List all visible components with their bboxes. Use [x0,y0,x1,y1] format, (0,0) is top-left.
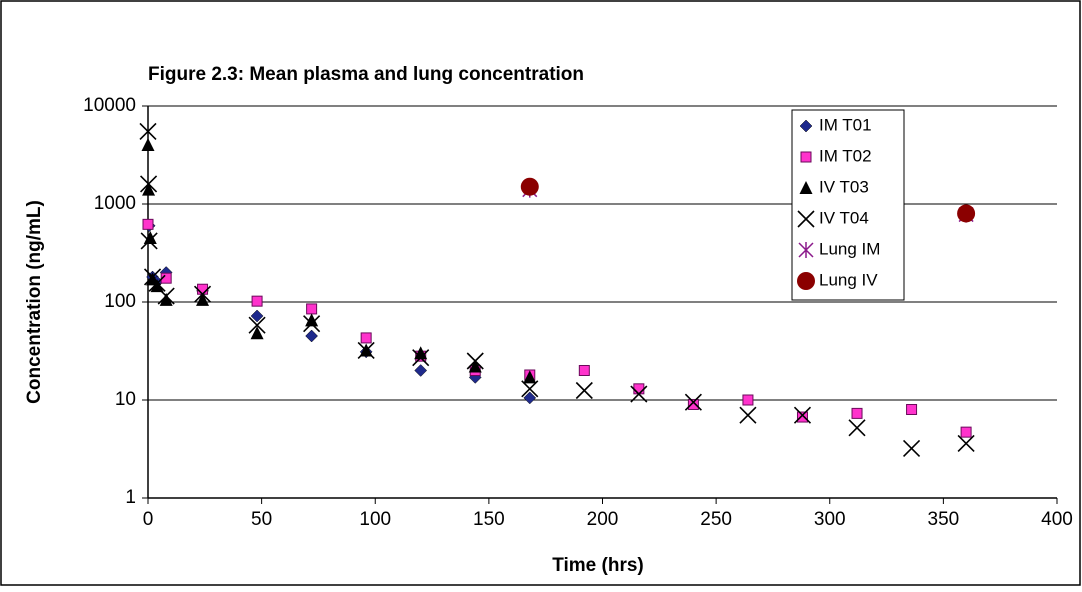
point [141,137,155,151]
y-tick-label: 10000 [83,95,136,116]
x-tick-label: 350 [928,509,960,530]
point [357,341,375,360]
x-tick-label: 150 [473,509,505,530]
legend-label: IV T03 [819,177,869,196]
series [520,177,976,223]
point [303,315,321,333]
point [848,419,866,437]
x-tick-label: 400 [1041,509,1073,530]
legend-marker [799,119,813,133]
y-tick-label: 1 [125,487,136,508]
x-tick-label: 250 [700,509,732,530]
point [148,274,166,292]
point [306,303,318,315]
point [523,391,537,405]
x-tick-label: 0 [143,509,154,530]
point [687,398,699,410]
point [193,285,212,303]
x-tick-label: 300 [814,509,846,530]
point [630,385,648,403]
point [466,352,484,370]
point [197,283,209,295]
y-axis-label: Concentration (ng/mL) [24,200,45,404]
x-tick-label: 100 [359,509,391,530]
point [150,279,164,293]
point [633,383,645,395]
point [139,122,157,141]
point [957,434,975,453]
point [142,218,154,230]
point [575,381,593,400]
point [360,332,372,344]
y-tick-label: 10 [115,389,136,410]
point [578,364,590,376]
legend-label: IM T02 [819,146,872,165]
point [796,411,808,423]
x-axis-label: Time (hrs) [552,555,644,576]
x-tick-label: 50 [251,509,272,530]
point [960,426,972,438]
x-tick-label: 200 [587,509,619,530]
point [793,406,812,424]
point [142,182,156,196]
point [248,316,266,334]
point [305,313,319,327]
point [157,287,175,305]
legend-marker [800,151,812,163]
legend-label: IM T01 [819,115,872,134]
legend: IM T01 IM T02 IV T03 IV T04 Lung IM Lung IV [791,109,905,301]
point [468,359,482,373]
point [523,370,537,384]
point [851,407,863,419]
point [305,329,318,343]
legend-marker [797,272,815,290]
legend-box [791,109,905,301]
legend-label: Lung IM [819,239,880,258]
point [251,295,263,307]
point [902,439,921,458]
legend-marker [797,210,815,228]
point [739,406,757,424]
point [742,394,754,406]
point [159,292,173,306]
legend-label: IV T04 [819,208,869,227]
point [250,309,264,323]
point [957,204,976,223]
point [140,175,158,193]
point [250,326,264,340]
point [521,380,539,398]
series [141,137,537,384]
point [684,393,702,411]
chart-title: Figure 2.3: Mean plasma and lung concent… [148,64,584,85]
point [414,364,428,377]
point [520,177,539,196]
series [139,122,975,458]
point [906,403,918,415]
legend-marker [798,242,814,258]
legend-label: Lung IV [819,270,878,289]
point [140,232,158,250]
point [143,230,157,244]
point [414,346,428,360]
y-tick-label: 100 [104,291,136,312]
point [196,292,210,306]
legend-marker [799,181,813,194]
point [412,349,430,367]
y-tick-label: 1000 [94,193,136,214]
